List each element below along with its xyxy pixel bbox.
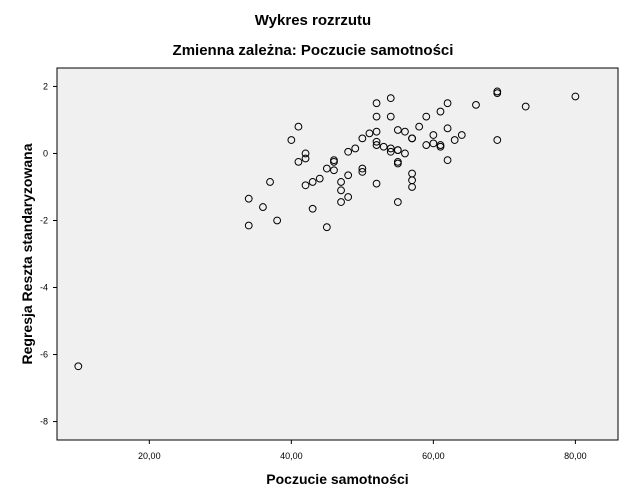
data-point (294, 157, 303, 166)
data-point (74, 362, 83, 371)
data-point (443, 156, 452, 165)
data-point (571, 92, 580, 101)
data-point (301, 181, 310, 190)
data-point (422, 141, 431, 149)
data-point (259, 203, 267, 211)
data-point (351, 144, 360, 153)
data-point (401, 149, 409, 158)
data-point (344, 171, 353, 180)
chart-subtitle: Zmienna zależna: Poczucie samotności (172, 42, 454, 59)
chart-title: Wykres rozrzutu (254, 12, 372, 29)
y-axis-title: Regresja Reszta standaryzowana (19, 143, 35, 364)
data-point (450, 136, 459, 144)
data-point (337, 198, 345, 206)
y-axis: 2 0 -2 -4 -6 -8 (40, 81, 57, 427)
data-point (472, 100, 480, 109)
x-axis: 20,00 40,00 60,00 80,00 (138, 440, 587, 461)
data-point (429, 139, 438, 148)
data-point (344, 147, 353, 156)
data-point (521, 102, 530, 111)
data-point (301, 149, 310, 158)
data-point (408, 134, 416, 143)
data-point (358, 134, 367, 143)
data-point (408, 183, 416, 191)
data-point (301, 154, 310, 163)
data-point (273, 216, 282, 225)
data-point (266, 178, 274, 186)
data-point (322, 223, 331, 232)
y-tick-label: -8 (40, 417, 48, 427)
y-tick-label: 2 (43, 81, 48, 91)
data-point (422, 112, 431, 121)
data-point (330, 157, 338, 166)
data-point (322, 164, 331, 173)
data-point (294, 122, 303, 131)
data-point (308, 204, 317, 213)
data-point (372, 179, 381, 188)
data-point (457, 131, 466, 139)
data-point (315, 174, 324, 183)
x-tick-label: 20,00 (138, 451, 161, 461)
data-point (393, 126, 402, 134)
y-tick-label: 0 (43, 148, 48, 158)
data-point (443, 99, 452, 108)
data-point (244, 194, 253, 203)
data-point (337, 186, 345, 195)
data-points (74, 87, 580, 371)
data-point (308, 178, 317, 186)
y-tick-label: -2 (40, 215, 48, 225)
data-point (415, 122, 424, 131)
x-tick-label: 40,00 (280, 451, 303, 461)
data-point (436, 107, 445, 116)
data-point (372, 99, 381, 108)
x-tick-label: 80,00 (564, 451, 587, 461)
data-point (429, 131, 438, 139)
data-point (386, 144, 395, 153)
x-axis-title: Poczucie samotności (266, 471, 408, 487)
y-tick-label: -4 (40, 283, 48, 293)
data-point (379, 142, 388, 151)
data-point (287, 136, 296, 144)
data-point (372, 141, 381, 149)
data-point (372, 137, 381, 146)
data-point (358, 164, 367, 173)
data-point (337, 178, 345, 186)
data-point (358, 167, 367, 176)
data-point (365, 129, 374, 138)
data-point (372, 127, 381, 136)
data-point (401, 127, 409, 136)
data-point (436, 142, 445, 151)
y-tick-label: -6 (40, 350, 48, 360)
data-point (244, 221, 253, 230)
data-point (393, 159, 402, 168)
x-tick-label: 60,00 (422, 451, 445, 461)
data-point (393, 146, 402, 155)
data-point (443, 124, 452, 133)
plot-area (56, 67, 619, 441)
data-point (372, 112, 381, 121)
data-point (493, 136, 502, 144)
data-point (330, 166, 338, 175)
data-point (386, 112, 395, 121)
data-point (493, 89, 502, 98)
data-point (386, 94, 395, 103)
data-point (393, 198, 402, 206)
data-point (344, 193, 353, 201)
data-point (386, 147, 395, 156)
